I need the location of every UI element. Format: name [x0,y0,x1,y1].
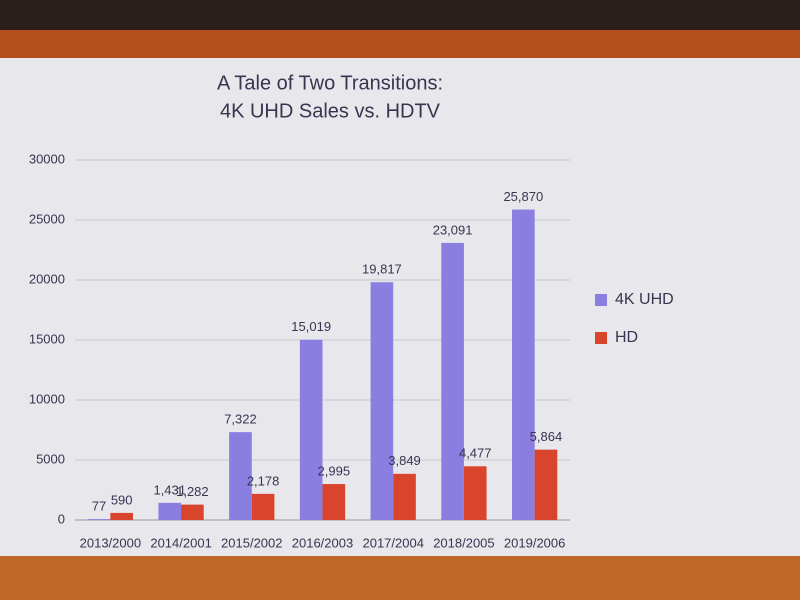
y-tick-label: 25000 [29,211,65,226]
bar [110,512,133,520]
y-tick-label: 5000 [36,451,65,466]
legend-swatch [595,294,607,306]
value-label: 7,322 [224,412,257,427]
bar [512,209,535,520]
bar [251,493,275,520]
value-label: 2,178 [247,473,280,488]
value-label: 23,091 [433,222,473,237]
y-tick-label: 20000 [29,271,65,286]
legend-label: HD [615,329,638,346]
bar [158,502,182,520]
value-label: 77 [92,499,106,514]
chart-title: A Tale of Two Transitions: [217,72,443,94]
value-label: 3,849 [388,453,421,468]
bar [393,473,416,520]
x-tick-label: 2016/2003 [292,535,353,550]
legend-label: 4K UHD [615,291,674,308]
legend-swatch [595,332,607,344]
value-label: 590 [111,492,133,507]
bar [87,519,111,520]
value-label: 1,431 [153,482,186,497]
bar [463,466,487,520]
y-tick-label: 0 [58,511,65,526]
bottom-band [0,556,800,600]
x-tick-label: 2018/2005 [433,535,494,550]
x-tick-label: 2014/2001 [150,535,211,550]
bar [322,484,346,520]
bar [299,339,323,520]
x-tick-label: 2017/2004 [362,535,423,550]
value-label: 1,282 [176,484,209,499]
bar [229,432,252,520]
value-label: 2,995 [318,463,351,478]
top-band [0,30,800,58]
y-tick-label: 15000 [29,331,65,346]
y-tick-label: 30000 [29,151,65,166]
x-tick-label: 2019/2006 [504,535,565,550]
y-tick-label: 10000 [29,391,65,406]
x-tick-label: 2015/2002 [221,535,282,550]
value-label: 5,864 [530,429,563,444]
bar [370,282,394,520]
value-label: 19,817 [362,262,402,277]
slide [0,58,800,556]
value-label: 25,870 [503,189,543,204]
x-tick-label: 2013/2000 [80,535,141,550]
bar [534,449,558,520]
bar [441,242,464,520]
value-label: 15,019 [291,319,331,334]
value-label: 4,477 [459,446,492,461]
bar [181,504,204,520]
chart-subtitle: 4K UHD Sales vs. HDTV [220,100,441,122]
